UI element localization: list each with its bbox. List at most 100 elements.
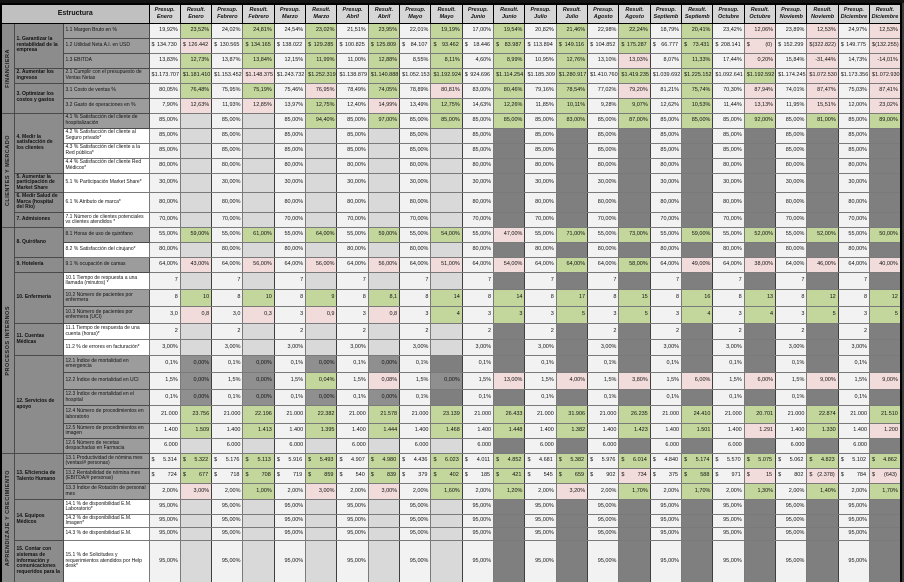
data-cell[interactable]: 2 bbox=[649, 323, 683, 341]
data-cell[interactable]: 21.578 bbox=[367, 405, 401, 425]
data-cell[interactable] bbox=[743, 527, 777, 542]
data-cell[interactable]: -31,44% bbox=[806, 52, 839, 69]
data-cell[interactable]: 14 bbox=[430, 289, 463, 308]
data-cell[interactable]: $1.072.930 bbox=[869, 67, 902, 84]
data-cell[interactable]: 74,01% bbox=[775, 82, 808, 99]
data-cell[interactable]: 1.501 bbox=[681, 423, 714, 440]
data-cell[interactable]: 30,00% bbox=[273, 172, 307, 194]
data-cell[interactable]: 89,00% bbox=[869, 112, 902, 129]
data-cell[interactable]: 92,00% bbox=[743, 112, 777, 129]
data-cell[interactable]: 87,41% bbox=[869, 82, 902, 99]
data-cell[interactable]: 81,21% bbox=[649, 82, 683, 99]
data-cell[interactable] bbox=[242, 127, 275, 144]
data-cell[interactable]: $134.165 bbox=[242, 37, 275, 54]
data-cell[interactable]: 2 bbox=[211, 323, 244, 341]
data-cell[interactable]: 6.000 bbox=[837, 438, 871, 455]
data-cell[interactable]: $1.185.309 bbox=[524, 67, 557, 84]
data-cell[interactable]: 80,00% bbox=[775, 192, 808, 214]
data-cell[interactable] bbox=[618, 142, 651, 159]
data-cell[interactable] bbox=[242, 242, 275, 259]
data-cell[interactable] bbox=[367, 142, 401, 159]
data-cell[interactable]: $4.823 bbox=[806, 453, 839, 470]
data-cell[interactable]: 9,07% bbox=[618, 97, 651, 114]
data-cell[interactable]: 2 bbox=[336, 323, 369, 341]
data-cell[interactable]: 24.410 bbox=[681, 405, 714, 425]
data-cell[interactable]: 0,00% bbox=[179, 372, 213, 391]
data-cell[interactable]: 3,00% bbox=[775, 339, 808, 357]
data-cell[interactable]: 64,00% bbox=[712, 257, 745, 274]
data-cell[interactable]: 7 bbox=[649, 272, 683, 291]
data-cell[interactable]: 80,00% bbox=[837, 242, 871, 259]
data-cell[interactable]: 6.000 bbox=[399, 438, 432, 455]
data-cell[interactable] bbox=[555, 514, 589, 529]
data-cell[interactable]: 3 bbox=[649, 306, 683, 325]
data-cell[interactable] bbox=[618, 242, 651, 259]
data-cell[interactable] bbox=[430, 438, 463, 455]
data-cell[interactable]: $134.730 bbox=[148, 37, 181, 54]
data-cell[interactable]: 4,60% bbox=[461, 52, 495, 69]
data-cell[interactable]: $1.153.452 bbox=[211, 67, 244, 84]
data-cell[interactable] bbox=[242, 142, 275, 159]
data-cell[interactable] bbox=[869, 540, 902, 582]
data-cell[interactable]: 85,00% bbox=[681, 112, 714, 129]
data-cell[interactable]: 3,00% bbox=[399, 339, 432, 357]
data-cell[interactable]: 1,5% bbox=[587, 372, 620, 391]
data-cell[interactable] bbox=[179, 172, 213, 194]
data-cell[interactable]: 1.291 bbox=[743, 423, 777, 440]
data-cell[interactable]: 95,00% bbox=[461, 527, 495, 542]
data-cell[interactable]: 55,00% bbox=[587, 227, 620, 244]
data-cell[interactable]: 6,00% bbox=[743, 372, 777, 391]
data-cell[interactable] bbox=[493, 157, 526, 174]
data-cell[interactable]: 95,00% bbox=[273, 499, 307, 516]
data-cell[interactable]: 1,5% bbox=[148, 372, 181, 391]
data-cell[interactable]: 10 bbox=[179, 289, 213, 308]
data-cell[interactable] bbox=[743, 212, 777, 229]
data-cell[interactable] bbox=[681, 127, 714, 144]
data-cell[interactable]: 31.906 bbox=[555, 405, 589, 425]
data-cell[interactable]: 64,00% bbox=[524, 257, 557, 274]
data-cell[interactable]: 0,1% bbox=[273, 355, 307, 374]
data-cell[interactable]: 3,0 bbox=[148, 306, 181, 325]
data-cell[interactable]: 23,02% bbox=[869, 97, 902, 114]
data-cell[interactable]: 95,00% bbox=[336, 514, 369, 529]
data-cell[interactable]: 8 bbox=[399, 289, 432, 308]
data-cell[interactable]: 64,00% bbox=[837, 257, 871, 274]
data-cell[interactable]: 12,06% bbox=[743, 22, 777, 39]
data-cell[interactable]: 1.400 bbox=[273, 423, 307, 440]
data-cell[interactable]: 85,00% bbox=[587, 142, 620, 159]
data-cell[interactable]: 95,00% bbox=[837, 540, 871, 582]
data-cell[interactable]: $5.314 bbox=[148, 453, 181, 470]
data-cell[interactable]: 1,70% bbox=[681, 483, 714, 501]
data-cell[interactable] bbox=[305, 323, 338, 341]
data-cell[interactable] bbox=[179, 514, 213, 529]
data-cell[interactable]: 95,00% bbox=[712, 499, 745, 516]
data-cell[interactable]: 13,03% bbox=[618, 52, 651, 69]
data-cell[interactable]: 80,00% bbox=[712, 192, 745, 214]
data-cell[interactable]: 20,82% bbox=[524, 22, 557, 39]
data-cell[interactable]: 13,00% bbox=[493, 372, 526, 391]
data-cell[interactable]: $924.696 bbox=[461, 67, 495, 84]
data-cell[interactable]: $971 bbox=[712, 468, 745, 485]
data-cell[interactable]: 21.000 bbox=[336, 405, 369, 425]
data-cell[interactable]: $375 bbox=[649, 468, 683, 485]
data-cell[interactable]: 0,00% bbox=[242, 389, 275, 407]
data-cell[interactable]: $185 bbox=[461, 468, 495, 485]
data-cell[interactable]: 85,00% bbox=[399, 112, 432, 129]
data-cell[interactable]: 23.756 bbox=[179, 405, 213, 425]
data-cell[interactable]: 55,00% bbox=[649, 227, 683, 244]
data-cell[interactable]: 15,84% bbox=[775, 52, 808, 69]
data-cell[interactable]: 30,00% bbox=[837, 172, 871, 194]
data-cell[interactable]: 85,00% bbox=[336, 127, 369, 144]
data-cell[interactable] bbox=[493, 540, 526, 582]
data-cell[interactable] bbox=[179, 499, 213, 516]
data-cell[interactable] bbox=[806, 323, 839, 341]
data-cell[interactable]: $ (322.822) bbox=[806, 37, 839, 54]
data-cell[interactable] bbox=[430, 142, 463, 159]
data-cell[interactable]: 95,00% bbox=[399, 499, 432, 516]
data-cell[interactable]: 95,00% bbox=[399, 514, 432, 529]
data-cell[interactable]: 80,00% bbox=[524, 157, 557, 174]
data-cell[interactable]: 0,00% bbox=[305, 355, 338, 374]
data-cell[interactable]: $1.225.152 bbox=[681, 67, 714, 84]
data-cell[interactable]: 59,00% bbox=[367, 227, 401, 244]
data-cell[interactable]: 30,00% bbox=[211, 172, 244, 194]
